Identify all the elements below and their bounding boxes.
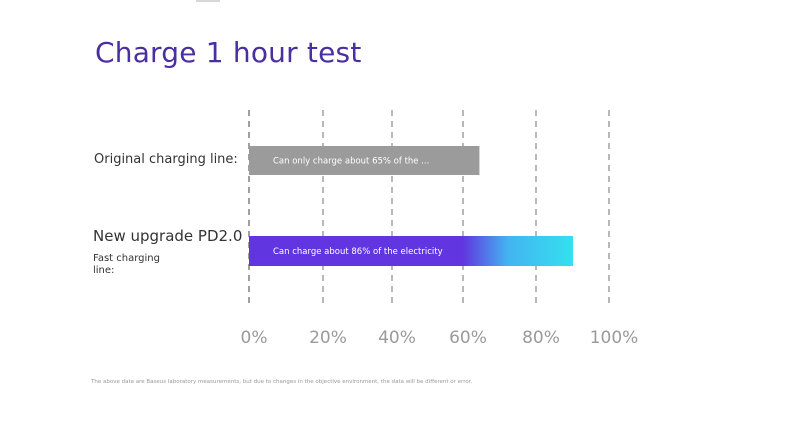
- new-line-sublabel: Fast charging line:: [93, 253, 160, 276]
- original-line-label: Original charging line:: [94, 152, 238, 167]
- x-tick-label: 80%: [522, 328, 560, 348]
- original-bar: [249, 146, 480, 175]
- x-tick-label: 60%: [449, 328, 487, 348]
- footnote: The above data are Baseus laboratory mea…: [91, 379, 473, 385]
- new-line-label: New upgrade PD2.0: [93, 227, 243, 245]
- x-tick-label: 20%: [309, 328, 347, 348]
- new-bar-label: Can charge about 86% of the electricity: [273, 247, 443, 257]
- top-rule: [196, 0, 220, 2]
- chart-title: Charge 1 hour test: [95, 36, 362, 69]
- original-bar-label: Can only charge about 65% of the ...: [273, 157, 429, 167]
- new-bar: [249, 236, 573, 266]
- x-tick-label: 40%: [378, 328, 416, 348]
- x-tick-label: 0%: [241, 328, 268, 348]
- x-tick-label: 100%: [590, 328, 639, 348]
